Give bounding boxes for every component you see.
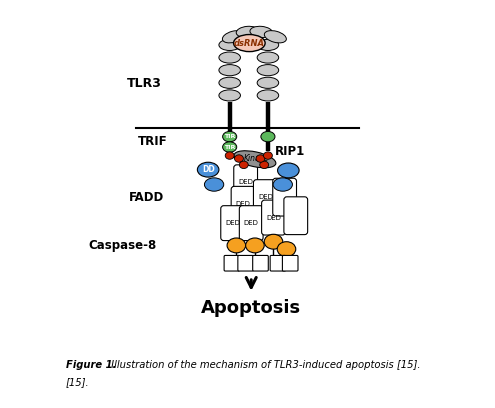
Ellipse shape (264, 234, 283, 249)
Text: TLR3: TLR3 (127, 78, 162, 91)
FancyBboxPatch shape (253, 255, 268, 271)
FancyBboxPatch shape (283, 255, 298, 271)
Text: Figure 1.: Figure 1. (65, 360, 116, 370)
Text: [15].: [15]. (65, 377, 89, 387)
Ellipse shape (250, 26, 273, 38)
FancyBboxPatch shape (273, 178, 297, 216)
Ellipse shape (278, 163, 299, 178)
Ellipse shape (257, 90, 279, 101)
Text: DED: DED (258, 194, 273, 200)
Ellipse shape (234, 35, 265, 51)
Ellipse shape (261, 131, 275, 142)
Ellipse shape (260, 161, 269, 169)
Ellipse shape (219, 64, 241, 76)
Text: DED: DED (238, 179, 253, 185)
Text: FADD: FADD (129, 191, 164, 204)
Text: TIR: TIR (224, 134, 235, 139)
FancyBboxPatch shape (270, 255, 286, 271)
Ellipse shape (219, 90, 241, 101)
Text: RIP1: RIP1 (275, 145, 305, 158)
Ellipse shape (256, 155, 265, 162)
FancyBboxPatch shape (234, 165, 257, 200)
Text: Apoptosis: Apoptosis (201, 299, 301, 317)
FancyBboxPatch shape (238, 255, 253, 271)
Ellipse shape (204, 178, 224, 191)
FancyBboxPatch shape (262, 200, 286, 235)
Ellipse shape (264, 31, 287, 43)
Text: DED: DED (266, 215, 281, 221)
Ellipse shape (234, 151, 276, 168)
Ellipse shape (246, 238, 264, 253)
Ellipse shape (227, 238, 246, 253)
Text: Kinase: Kinase (244, 154, 269, 163)
Text: DD: DD (202, 165, 214, 174)
Ellipse shape (219, 39, 241, 51)
Ellipse shape (277, 242, 296, 257)
Text: TIR: TIR (224, 144, 235, 149)
Ellipse shape (235, 155, 244, 162)
Ellipse shape (263, 152, 272, 159)
Ellipse shape (239, 161, 248, 169)
Ellipse shape (257, 64, 279, 76)
Ellipse shape (222, 31, 245, 43)
FancyBboxPatch shape (253, 180, 277, 215)
Ellipse shape (219, 77, 241, 89)
Text: Illustration of the mechanism of TLR3-induced apoptosis [15].: Illustration of the mechanism of TLR3-in… (108, 360, 421, 370)
FancyBboxPatch shape (231, 186, 255, 221)
Ellipse shape (219, 52, 241, 63)
Ellipse shape (236, 26, 259, 38)
Ellipse shape (257, 77, 279, 89)
FancyBboxPatch shape (224, 255, 240, 271)
Ellipse shape (223, 142, 237, 152)
Text: Caspase-8: Caspase-8 (88, 239, 156, 252)
FancyBboxPatch shape (221, 206, 245, 241)
Ellipse shape (273, 178, 293, 191)
Text: DED: DED (244, 220, 259, 226)
Ellipse shape (257, 52, 279, 63)
Text: DED: DED (236, 201, 250, 207)
Ellipse shape (223, 131, 237, 142)
Text: DED: DED (225, 220, 240, 226)
FancyBboxPatch shape (284, 197, 308, 235)
Ellipse shape (225, 152, 234, 159)
Ellipse shape (257, 39, 279, 51)
Text: dsRNA: dsRNA (234, 39, 265, 48)
FancyBboxPatch shape (239, 206, 263, 241)
Text: TRIF: TRIF (138, 135, 168, 148)
Ellipse shape (198, 162, 219, 177)
